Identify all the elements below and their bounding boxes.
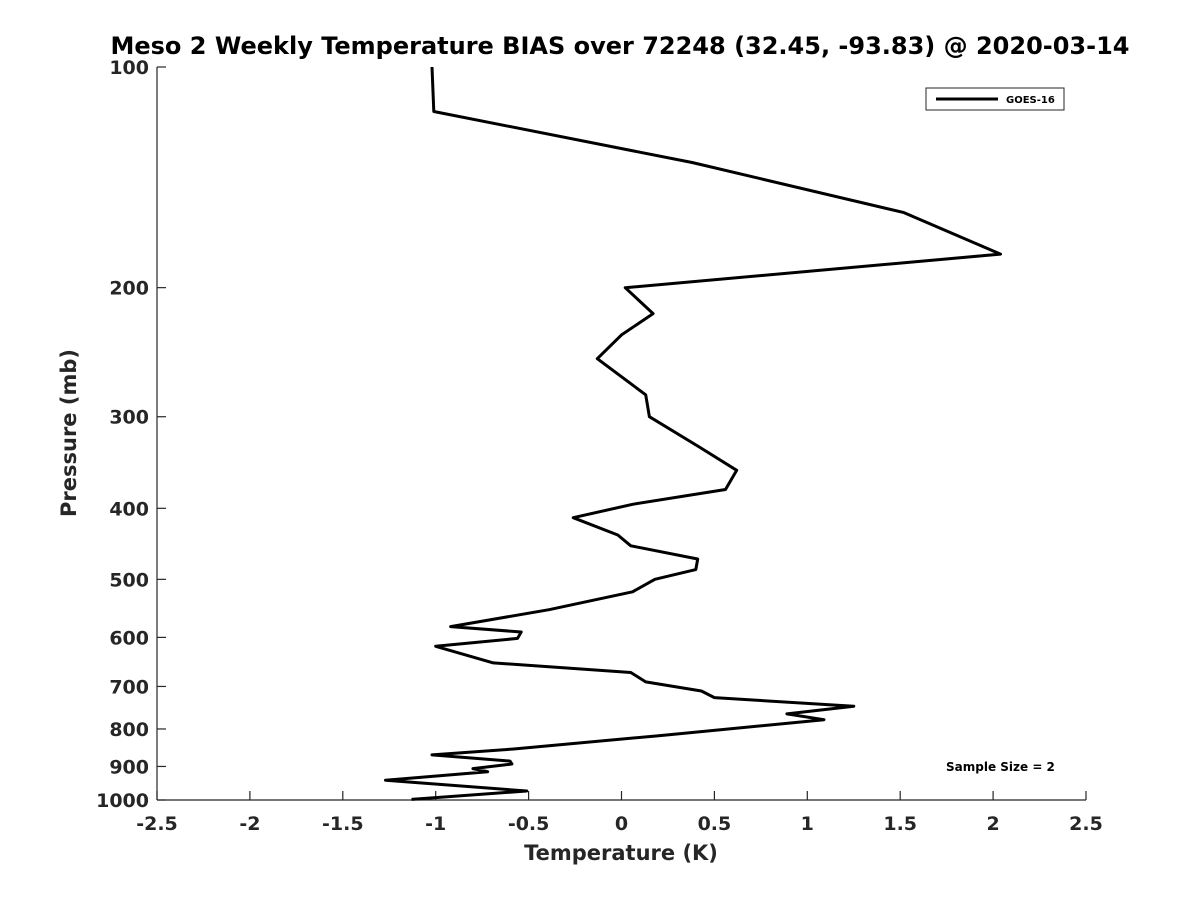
x-tick-label: 2.5 xyxy=(1069,813,1103,835)
y-tick-label: 300 xyxy=(109,407,149,429)
y-tick-label: 600 xyxy=(109,627,149,649)
x-tick-label: -2 xyxy=(239,813,260,835)
x-tick-label: 1 xyxy=(801,813,814,835)
x-tick-label: -1 xyxy=(425,813,446,835)
x-tick-label: 0.5 xyxy=(698,813,732,835)
y-tick-label: 400 xyxy=(109,498,149,520)
chart-title: Meso 2 Weekly Temperature BIAS over 7224… xyxy=(110,32,1129,60)
x-tick-label: -1.5 xyxy=(322,813,364,835)
sample-size-annotation: Sample Size = 2 xyxy=(946,760,1055,774)
y-tick-label: 500 xyxy=(109,569,149,591)
x-tick-label: 2 xyxy=(986,813,999,835)
y-tick-label: 800 xyxy=(109,719,149,741)
x-axis-label: Temperature (K) xyxy=(524,841,718,865)
x-tick-label: 0 xyxy=(615,813,628,835)
x-tick-label: -2.5 xyxy=(136,813,178,835)
y-tick-label: 200 xyxy=(109,278,149,300)
y-axis-ticks: 100 200 300 400 500 600 700 800 900 1000 xyxy=(96,57,166,812)
y-tick-label: 1000 xyxy=(96,790,149,812)
y-tick-label: 700 xyxy=(109,676,149,698)
x-tick-label: -0.5 xyxy=(508,813,550,835)
legend: GOES-16 xyxy=(925,87,1065,111)
y-axis-label: Pressure (mb) xyxy=(57,349,81,517)
series-line-goes-16 xyxy=(384,66,1002,801)
y-tick-label: 100 xyxy=(109,57,149,79)
x-axis-ticks: -2.5 -2 -1.5 -1 -0.5 0 0.5 1 1.5 2 2.5 xyxy=(136,791,1103,835)
y-tick-label: 900 xyxy=(109,756,149,778)
x-tick-label: 1.5 xyxy=(883,813,917,835)
legend-label-goes-16: GOES-16 xyxy=(1006,95,1055,106)
plot-area xyxy=(157,67,1086,800)
